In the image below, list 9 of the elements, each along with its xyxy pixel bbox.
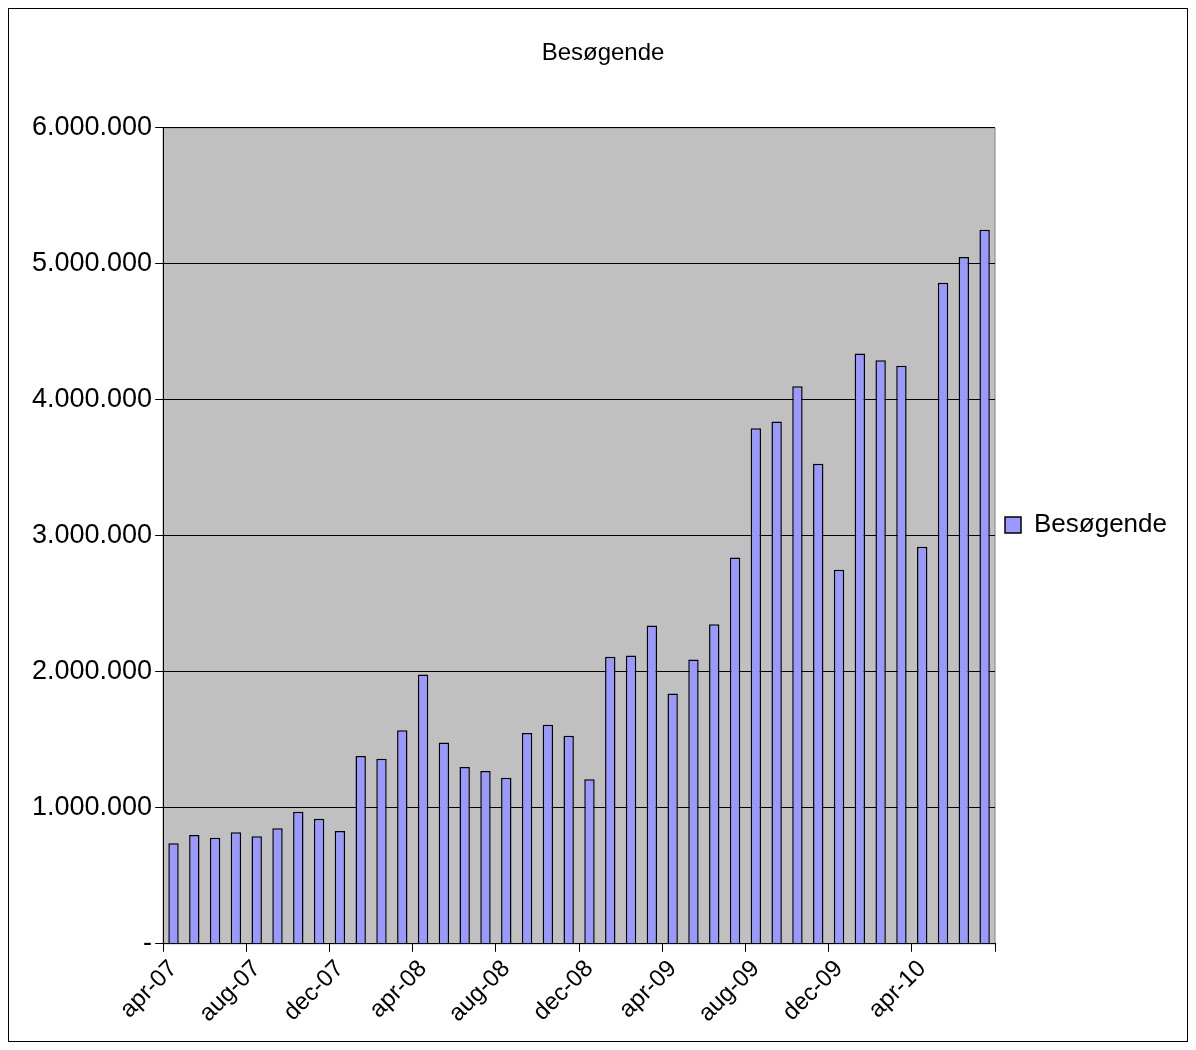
legend-label: Besøgende — [1034, 508, 1167, 539]
y-tick-label: 6.000.000 — [31, 111, 153, 142]
y-tick-label: 3.000.000 — [31, 519, 153, 550]
y-tick-label: 1.000.000 — [31, 791, 153, 822]
y-tick-label: 2.000.000 — [31, 655, 153, 686]
y-tick-label: - — [143, 927, 153, 958]
y-tick-label: 4.000.000 — [31, 383, 153, 414]
chart-title: Besøgende — [541, 38, 665, 66]
y-tick-label: 5.000.000 — [31, 247, 153, 278]
